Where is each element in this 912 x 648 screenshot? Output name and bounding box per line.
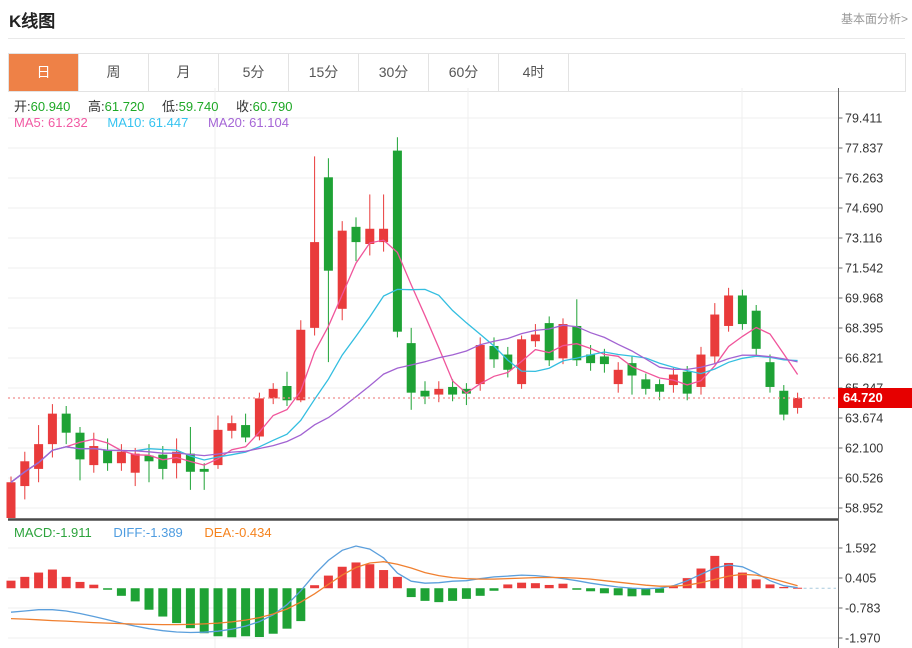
tab-5min[interactable]: 5分 <box>219 54 289 91</box>
page-title: K线图 <box>9 12 56 31</box>
open-value: 开:60.940 <box>14 99 71 114</box>
svg-text:71.542: 71.542 <box>845 262 883 276</box>
tab-day[interactable]: 日 <box>9 54 79 91</box>
tab-month[interactable]: 月 <box>149 54 219 91</box>
ohlc-legend: 开:60.940 高:61.720 低:59.740 收:60.790 <box>14 96 306 115</box>
period-tabs: 日 周 月 5分 15分 30分 60分 4时 <box>8 53 906 92</box>
svg-text:63.674: 63.674 <box>845 412 883 426</box>
svg-text:60.526: 60.526 <box>845 472 883 486</box>
svg-text:-1.970: -1.970 <box>845 632 880 646</box>
ma5-value: MA5: 61.232 <box>14 115 88 130</box>
svg-text:68.395: 68.395 <box>845 322 883 336</box>
ma10-value: MA10: 61.447 <box>107 115 189 130</box>
svg-text:69.968: 69.968 <box>845 292 883 306</box>
svg-text:73.116: 73.116 <box>845 232 882 246</box>
title-divider <box>8 38 905 39</box>
tab-15min[interactable]: 15分 <box>289 54 359 91</box>
svg-text:79.411: 79.411 <box>845 112 882 126</box>
page-header: K线图 基本面分析> <box>0 0 912 38</box>
current-price-badge: 64.720 <box>838 388 912 408</box>
fundamental-analysis-link[interactable]: 基本面分析> <box>840 12 908 26</box>
tab-week[interactable]: 周 <box>79 54 149 91</box>
dea-value: DEA:-0.434 <box>204 525 272 540</box>
close-value: 收:60.790 <box>236 99 293 114</box>
svg-text:76.263: 76.263 <box>845 172 883 186</box>
svg-text:58.952: 58.952 <box>845 502 883 516</box>
svg-text:1.592: 1.592 <box>845 542 876 556</box>
tab-30min[interactable]: 30分 <box>359 54 429 91</box>
svg-text:66.821: 66.821 <box>845 352 883 366</box>
tab-4hour[interactable]: 4时 <box>499 54 569 91</box>
svg-text:74.690: 74.690 <box>845 202 883 216</box>
ma-legend: MA5: 61.232 MA10: 61.447 MA20: 61.104 <box>14 115 305 130</box>
macd-legend: MACD:-1.911 DIFF:-1.389 DEA:-0.434 <box>14 525 290 540</box>
svg-text:-0.783: -0.783 <box>845 602 880 616</box>
svg-text:77.837: 77.837 <box>845 142 883 156</box>
macd-value: MACD:-1.911 <box>14 525 92 540</box>
svg-text:62.100: 62.100 <box>845 442 883 456</box>
svg-text:0.405: 0.405 <box>845 572 876 586</box>
low-value: 低:59.740 <box>162 99 219 114</box>
diff-value: DIFF:-1.389 <box>113 525 183 540</box>
tab-60min[interactable]: 60分 <box>429 54 499 91</box>
high-value: 高:61.720 <box>88 99 145 114</box>
ma20-value: MA20: 61.104 <box>207 115 289 130</box>
